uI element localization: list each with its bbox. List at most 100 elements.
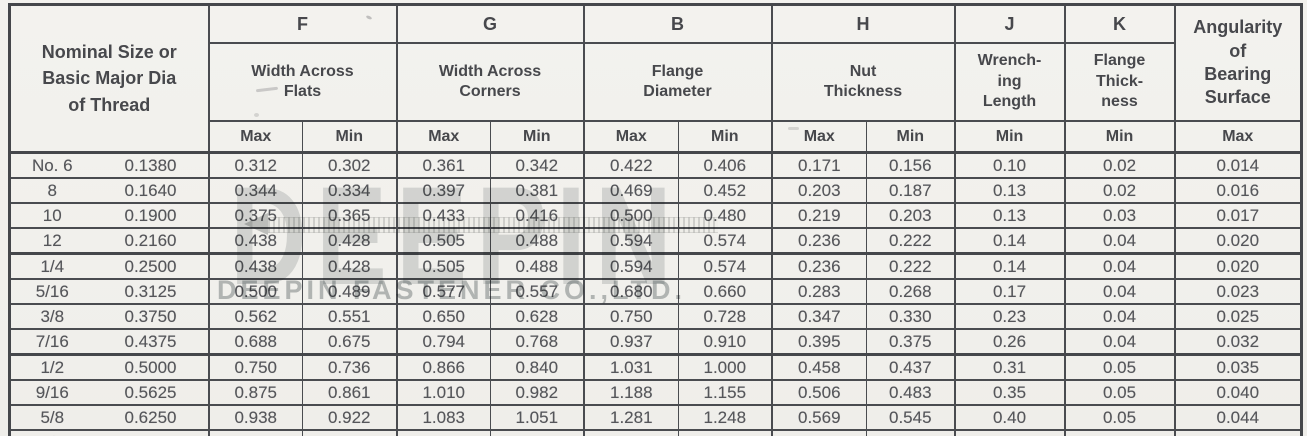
cell-h-max: 0.506 [770,379,868,406]
cell-g-min: 1.051 [489,404,585,431]
table-row: No. 6 0.1380 0.312 0.302 0.361 0.342 0.422 0… [8,151,1303,179]
col-title-wrenching-length: Wrench- ing Length [953,42,1066,122]
cell-g-max: 0.794 [395,328,491,356]
table-row: 1/4 0.2500 0.438 0.428 0.505 0.488 0.594 0.5… [8,252,1303,280]
cell-f-max: 0.344 [207,177,303,204]
cell-f-max: 0.750 [207,353,303,381]
cell-b-max: 0.680 [582,278,680,305]
cell-g-max: 0.397 [395,177,491,204]
cell-j-min: 0.40 [953,404,1066,431]
cell-g-min: 0.768 [489,328,585,356]
cell-ang-max: 0.020 [1173,252,1303,280]
nominal-size: No. 6 [31,155,73,175]
cell-f-min: 0.922 [302,404,398,431]
cell-b-max: 0.750 [582,303,680,330]
table-header: Nominal Size or Basic Major Dia of Threa… [8,3,1303,154]
cell-h-min: 0.545 [866,404,956,431]
cell-k-min: 0.04 [1063,328,1176,356]
cell-h-max: 0.171 [770,151,868,179]
cell-g-min: 1.240 [489,429,585,436]
col-title-angularity: Angularity of Bearing Surface [1173,3,1303,122]
col-letter-b: B [582,3,773,44]
cell-f-max: 0.500 [207,278,303,305]
h-min-label: Min [866,120,956,154]
cell-ang-max: 0.032 [1173,328,1303,356]
table-row: 8 0.1640 0.344 0.334 0.397 0.381 0.469 0.452… [8,177,1303,204]
cell-b-max: 0.469 [582,177,680,204]
cell-ang-max: 0.014 [1173,151,1303,179]
size-group-small: No. 6 0.1380 0.312 0.302 0.361 0.342 0.422 0… [8,151,1303,255]
cell-g-min: 0.381 [489,177,585,204]
cell-b-min: 0.574 [678,227,773,255]
cell-b-min: 1.248 [678,404,773,431]
cell-h-max: 0.675 [770,429,868,436]
col-letter-h: H [770,3,956,44]
cell-b-max: 1.500 [582,429,680,436]
cell-g-max: 0.433 [395,202,491,229]
cell-f-max: 0.438 [207,252,303,280]
cell-g-min: 0.342 [489,151,585,179]
ang-max-label: Max [1173,120,1303,154]
cell-b-min: 0.452 [678,177,773,204]
g-min-label: Min [489,120,585,154]
cell-b-max: 1.281 [582,404,680,431]
cell-f-min: 0.861 [302,379,398,406]
cell-h-min: 0.222 [866,252,956,280]
cell-h-min: 0.330 [866,303,956,330]
header-letter-row: Nominal Size or Basic Major Dia of Threa… [8,3,1303,154]
cell-f-min: 0.428 [302,227,398,255]
cell-b-min: 0.910 [678,328,773,356]
table-row: 10 0.1900 0.375 0.365 0.433 0.416 0.500 0.48… [8,202,1303,229]
cell-j-min: 0.14 [953,252,1066,280]
cell-b-max: 0.594 [582,227,680,255]
cell-k-min: 0.05 [1063,404,1176,431]
cell-f-max: 0.938 [207,404,303,431]
cell-h-min: 0.627 [866,429,956,436]
cell-f-min: 0.334 [302,177,398,204]
nominal-size: 10 [42,205,62,225]
cell-f-min: 0.365 [302,202,398,229]
cell-k-min: 0.04 [1063,278,1176,305]
nominal-size: 3/4 [11,433,94,436]
cell-ang-max: 0.040 [1173,379,1303,406]
cell-b-max: 0.937 [582,328,680,356]
cell-b-min: 1.460 [678,429,773,436]
size-group-medium: 1/4 0.2500 0.438 0.428 0.505 0.488 0.594 0.5… [8,252,1303,356]
b-min-label: Min [678,120,773,154]
nominal-size: 3/8 [40,306,65,326]
flange-nut-dimension-table: Nominal Size or Basic Major Dia of Threa… [8,3,1304,436]
cell-b-max: 1.031 [582,353,680,381]
cell-ang-max: 0.035 [1173,353,1303,381]
cell-h-max: 0.347 [770,303,868,330]
cell-b-min: 0.574 [678,252,773,280]
cell-j-min: 0.46 [953,429,1066,436]
cell-g-min: 0.416 [489,202,585,229]
cell-ang-max: 0.017 [1173,202,1303,229]
col-letter-g: G [395,3,585,44]
cell-b-min: 0.660 [678,278,773,305]
cell-k-min: 0.02 [1063,177,1176,204]
cell-k-min: 0.05 [1063,353,1176,381]
table-row: 5/16 0.3125 0.500 0.489 0.577 0.557 0.680 0.… [8,278,1303,305]
cell-f-max: 0.688 [207,328,303,356]
g-max-label: Max [395,120,491,154]
cell-h-min: 0.203 [866,202,956,229]
table-row: 9/16 0.5625 0.875 0.861 1.010 0.982 1.188 1.… [8,379,1303,406]
cell-b-min: 1.155 [678,379,773,406]
cell-j-min: 0.31 [953,353,1066,381]
table-row: 12 0.2160 0.438 0.428 0.505 0.488 0.594 0.57… [8,227,1303,255]
cell-f-min: 0.551 [302,303,398,330]
cell-ang-max: 0.025 [1173,303,1303,330]
cell-g-max: 0.505 [395,252,491,280]
basic-major-dia: 0.1900 [124,205,177,225]
cell-g-max: 1.299 [395,429,491,436]
cell-g-max: 0.505 [395,227,491,255]
cell-k-min: 0.06 [1063,429,1176,436]
cell-h-min: 0.222 [866,227,956,255]
nominal-size: 7/16 [35,331,69,351]
cell-g-max: 0.577 [395,278,491,305]
cell-ang-max: 0.023 [1173,278,1303,305]
k-min-label: Min [1063,120,1176,154]
